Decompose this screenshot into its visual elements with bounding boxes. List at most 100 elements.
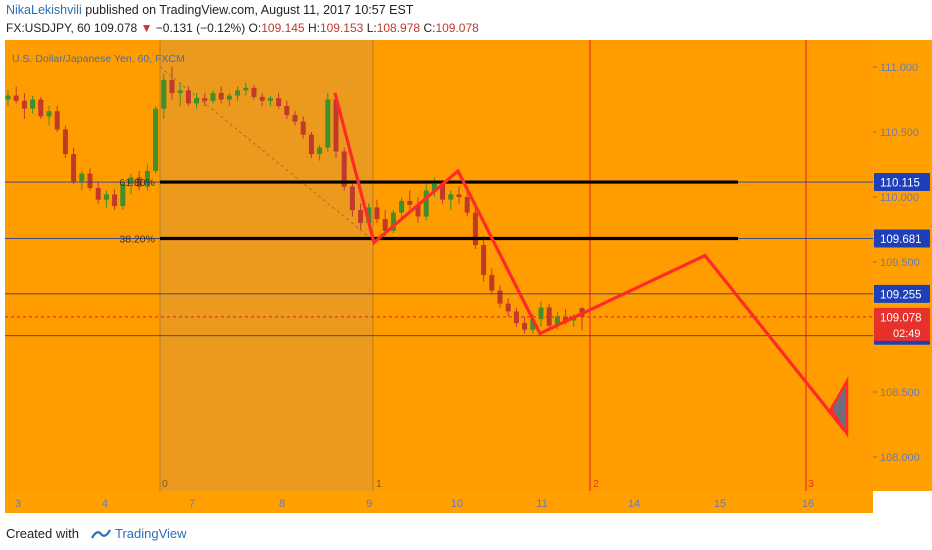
candle-body [79,173,85,182]
current-price-badge [874,307,930,341]
high-value: 109.153 [319,21,364,35]
candle-body [448,194,454,200]
price-badge [874,284,930,303]
candle-body [546,307,552,326]
price-badge-label: 109.681 [880,234,922,246]
x-tick-label: 3 [15,498,21,510]
candle-body [235,90,241,96]
wave-label: 0 [162,478,168,490]
candle-body [177,90,183,93]
candle-body [333,99,339,152]
candle-body [54,111,60,130]
y-tick-label: 108.500 [880,387,920,399]
candle-body [522,323,528,330]
candle-body [472,212,478,246]
chart-title: U.S. Dollar/Japanese Yen, 60, FXCM [12,53,185,65]
candle-body [21,100,27,109]
candle-body [317,147,323,155]
candle-body [259,96,265,101]
candle-body [415,204,421,217]
candle-body [87,173,93,188]
candle-body [325,99,331,148]
candle-body [38,99,44,117]
candle-body [267,98,273,101]
down-arrow-icon: ▼ [140,21,153,35]
candle-body [554,316,560,326]
candle-body [358,210,364,223]
symbol-label: FX:USDJPY, 60 [6,21,91,35]
wave-label: 1 [376,478,382,490]
change-value: −0.131 (−0.12%) [155,21,246,35]
created-with-text: Created with [6,526,79,541]
x-tick-label: 4 [102,498,108,510]
candle-body [120,184,126,207]
candle-body [13,95,19,101]
fib-label: 61.80% [119,177,155,189]
candle-body [423,190,429,217]
price-badge [874,173,930,192]
candle-body [374,207,380,220]
candle-body [538,307,544,320]
candle-body [292,115,298,122]
candle-body [505,303,511,312]
candle-body [103,194,109,200]
open-value: 109.145 [261,21,305,35]
wave-label: 3 [808,478,814,490]
candle-body [407,200,413,205]
candle-body [300,121,306,135]
candle-body [218,93,224,100]
candle-body [226,95,232,100]
candle-body [563,316,569,321]
candle-body [194,98,200,104]
tradingview-link[interactable]: TradingView [114,526,187,541]
candle-body [243,87,249,91]
candle-body [530,319,536,330]
candle-body [431,184,437,191]
candle-body [284,106,290,116]
y-tick-label: 108.000 [880,452,920,464]
candle-body [308,134,314,155]
x-tick-label: 8 [279,498,285,510]
arrow-head-icon [829,376,849,439]
author-link[interactable]: NikaLekishvili [6,3,82,17]
ohlc-line: FX:USDJPY, 60 109.078 ▼ −0.131 (−0.12%) … [6,21,479,35]
candle-body [276,98,282,106]
close-value: 109.078 [435,21,479,35]
x-tick-label: 7 [189,498,195,510]
publish-line: NikaLekishvili published on TradingView.… [6,3,413,17]
countdown-label: 02:49 [893,328,921,340]
candle-body [366,207,372,223]
x-tick-label: 16 [802,498,814,510]
y-tick-label: 111.000 [880,62,918,74]
price-axis [873,40,932,491]
x-tick-label: 10 [451,498,463,510]
price-badge-label: 109.255 [880,289,922,301]
candle-body [464,197,470,213]
y-tick-label: 110.500 [880,127,919,139]
candle-body [5,95,11,100]
low-value: 108.978 [376,21,421,35]
candle-body [251,87,257,97]
high-label: H: [307,21,320,35]
candle-body [144,171,150,187]
candle-body [341,151,347,187]
candle-body [71,154,77,182]
candle-body [481,245,487,275]
wave-label: 2 [593,478,599,490]
open-label: O: [248,21,262,35]
plot-background [5,40,873,491]
candle-body [210,93,216,101]
candle-body [202,98,208,101]
candle-body [95,187,101,200]
candle-body [456,194,462,197]
elliott-wave-projection[interactable] [333,92,847,432]
candle-body [390,212,396,231]
published-text: published on TradingView.com, August 11,… [81,3,414,17]
current-price-label: 109.078 [880,312,922,324]
candle-body [497,290,503,304]
candle-body [62,129,68,155]
price-badge [874,229,930,248]
footer: Created with TradingView [6,526,187,541]
x-tick-label: 9 [366,498,372,510]
